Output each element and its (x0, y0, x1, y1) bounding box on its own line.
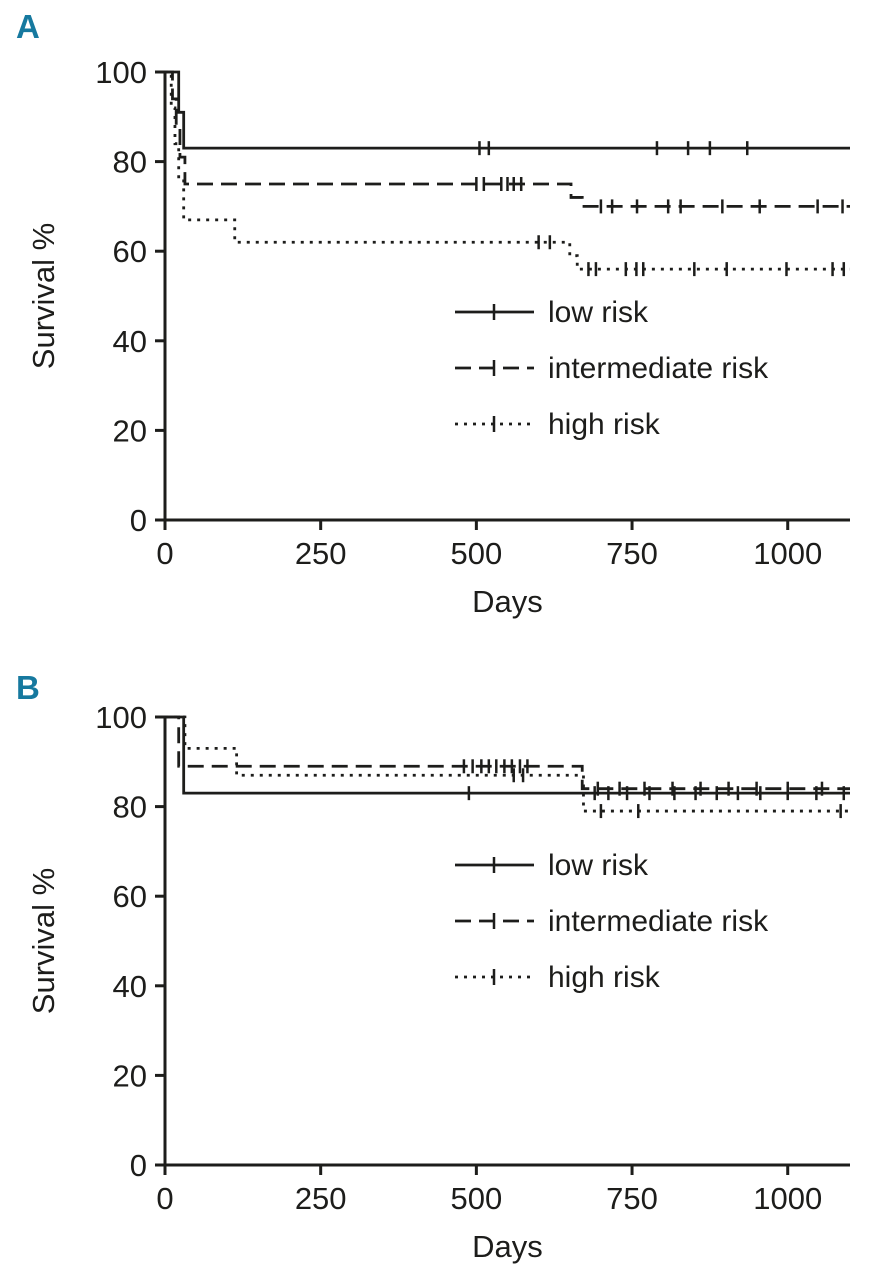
y-tick-label: 40 (113, 969, 147, 1004)
legend-label: intermediate risk (548, 905, 769, 938)
y-tick-label: 60 (113, 879, 147, 914)
x-tick-label: 500 (450, 536, 502, 571)
y-axis-title: Survival % (26, 868, 61, 1014)
curve-intermediate-risk (165, 70, 850, 208)
panel-b: B 0 20 40 60 80 100 0 250 500 750 1000 Survival % Da… (0, 645, 872, 1280)
x-tick-label: 500 (450, 1181, 502, 1216)
x-tick-label: 0 (156, 1181, 173, 1216)
y-tick-label: 40 (113, 324, 147, 359)
x-axis-title: Days (472, 1229, 543, 1264)
y-tick-label: 80 (113, 145, 147, 180)
y-tick-label: 60 (113, 234, 147, 269)
x-tick-label: 1000 (753, 536, 822, 571)
panel-a: A 0 20 40 60 80 100 0 250 500 750 1000 Survival % Da… (16, 8, 850, 619)
legend-label: high risk (548, 408, 661, 441)
x-tick-label: 250 (295, 1181, 347, 1216)
x-tick-label: 0 (156, 536, 173, 571)
legend-label: high risk (548, 961, 661, 994)
y-tick-label: 0 (130, 1148, 147, 1183)
y-tick-label: 20 (113, 1058, 147, 1093)
curve-high-risk (165, 70, 850, 271)
x-tick-label: 1000 (753, 1181, 822, 1216)
x-axis-title: Days (472, 584, 543, 619)
y-tick-label: 100 (95, 700, 147, 735)
curve-high-risk (165, 715, 850, 813)
curve-low-risk (165, 715, 850, 795)
panel-b-letter: B (16, 669, 40, 706)
curve-intermediate-risk (165, 715, 850, 791)
y-tick-label: 80 (113, 790, 147, 825)
y-tick-label: 100 (95, 55, 147, 90)
legend-label: low risk (548, 296, 649, 329)
legend-label: intermediate risk (548, 352, 769, 385)
x-tick-label: 250 (295, 536, 347, 571)
curve-low-risk (165, 70, 850, 150)
x-tick-label: 750 (606, 536, 658, 571)
y-axis-title: Survival % (26, 223, 61, 369)
y-tick-label: 20 (113, 413, 147, 448)
legend-label: low risk (548, 849, 649, 882)
y-tick-label: 0 (130, 503, 147, 538)
panel-a-letter: A (16, 8, 40, 45)
x-tick-label: 750 (606, 1181, 658, 1216)
